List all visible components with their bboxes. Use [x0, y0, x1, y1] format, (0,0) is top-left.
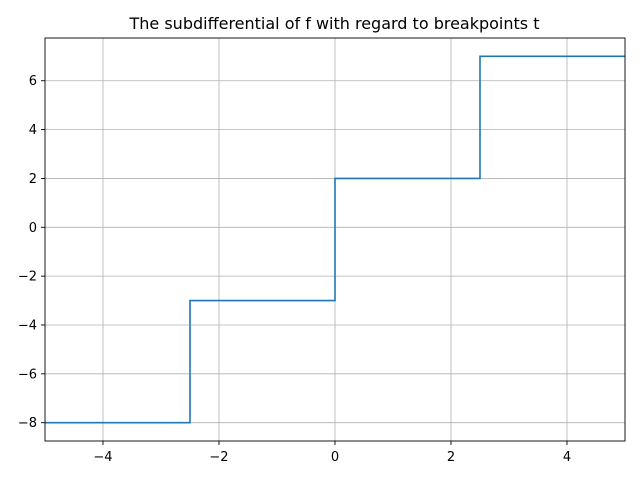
y-tick-label: 6 [29, 74, 37, 89]
y-tick-label: −8 [18, 416, 37, 431]
x-tick-label: −4 [93, 450, 112, 465]
y-tick-label: 0 [29, 221, 37, 236]
x-tick-label: −2 [209, 450, 228, 465]
y-axis: −8 −6 −4 −2 0 2 4 6 [18, 74, 45, 431]
y-tick-label: −4 [18, 318, 37, 333]
y-tick-label: −2 [18, 270, 37, 285]
y-tick-label: 4 [29, 123, 37, 138]
series-layer [45, 55, 625, 424]
x-axis: −4 −2 0 2 4 [93, 441, 571, 465]
y-tick-label: −6 [18, 367, 37, 382]
series-line-0 [45, 55, 625, 424]
x-tick-label: 2 [447, 450, 455, 465]
chart-title: The subdifferential of f with regard to … [129, 14, 540, 33]
x-tick-label: 0 [331, 450, 339, 465]
x-tick-label: 4 [563, 450, 571, 465]
y-tick-label: 2 [29, 172, 37, 187]
